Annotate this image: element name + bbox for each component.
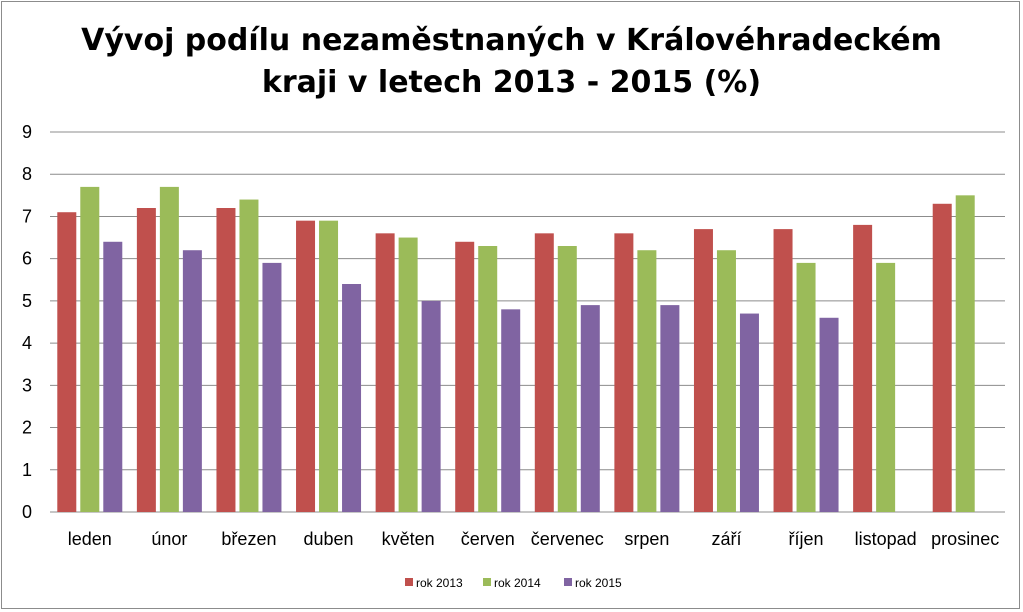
x-axis-tick-labels: leden únor březen duben květen červen červenec…	[68, 529, 999, 549]
x-tick-label: říjen	[789, 529, 824, 549]
x-tick-label: září	[711, 529, 741, 549]
bar-rok-2014-březen	[239, 199, 259, 513]
y-tick-label: 2	[22, 418, 32, 438]
bar-rok-2015-leden	[103, 241, 123, 512]
bar-rok-2014-říjen	[796, 262, 816, 512]
y-tick-label: 8	[22, 164, 32, 184]
legend-label: rok 2014	[494, 576, 541, 590]
bar-rok-2015-říjen	[819, 317, 839, 512]
bar-rok-2013-únor	[136, 208, 156, 512]
bar-rok-2013-listopad	[853, 224, 873, 512]
x-tick-label: červen	[461, 529, 515, 549]
y-tick-label: 4	[22, 333, 32, 353]
bar-rok-2013-květen	[375, 233, 395, 513]
y-tick-label: 9	[22, 122, 32, 142]
bar-rok-2014-srpen	[637, 250, 657, 512]
bar-rok-2014-únor	[159, 186, 179, 512]
y-tick-label: 5	[22, 291, 32, 311]
bar-rok-2014-duben	[319, 220, 339, 512]
legend-label: rok 2015	[575, 576, 622, 590]
bar-rok-2013-říjen	[773, 229, 793, 512]
bar-rok-2014-květen	[398, 237, 418, 513]
bar-rok-2015-srpen	[660, 305, 680, 512]
gridlines	[50, 131, 1005, 513]
x-tick-label: listopad	[855, 529, 917, 549]
bar-rok-2013-duben	[296, 220, 316, 512]
bar-rok-2014-leden	[80, 186, 100, 512]
bar-rok-2013-leden	[57, 212, 77, 512]
chart-title: Vývoj podílu nezaměstnaných v Královéhra…	[0, 20, 1023, 104]
bar-rok-2015-červen	[501, 309, 521, 512]
legend: rok 2013 rok 2014 rok 2015	[405, 576, 622, 590]
chart-title-line-1: Vývoj podílu nezaměstnaných v Královéhra…	[81, 23, 942, 58]
bar-rok-2014-listopad	[876, 262, 896, 512]
bar-rok-2014-červen	[478, 246, 498, 512]
y-tick-label: 3	[22, 375, 32, 395]
y-tick-label: 1	[22, 460, 32, 480]
x-tick-label: srpen	[624, 529, 669, 549]
bar-rok-2015-duben	[342, 284, 362, 512]
bar-rok-2013-prosinec	[932, 203, 952, 512]
legend-label: rok 2013	[416, 576, 463, 590]
bar-rok-2015-březen	[262, 262, 282, 512]
bar-rok-2014-prosinec	[955, 195, 975, 513]
chart-title-line-2: kraji v letech 2013 - 2015 (%)	[261, 65, 762, 100]
y-axis-tick-labels: 0 1 2 3 4 5 6 7 8 9	[22, 122, 32, 522]
bar-rok-2013-září	[693, 229, 713, 512]
bars	[57, 186, 975, 513]
x-tick-label: prosinec	[931, 529, 999, 549]
bar-rok-2015-únor	[182, 250, 202, 512]
bar-rok-2013-červenec	[534, 233, 554, 513]
legend-swatch	[405, 578, 413, 586]
legend-swatch	[564, 578, 572, 586]
y-tick-label: 6	[22, 249, 32, 269]
bar-rok-2014-červenec	[557, 246, 577, 512]
bar-rok-2015-září	[739, 313, 759, 512]
x-tick-label: červenec	[531, 529, 604, 549]
bar-rok-2015-červenec	[580, 305, 600, 512]
x-tick-label: únor	[151, 529, 187, 549]
legend-swatch	[483, 578, 491, 586]
y-tick-label: 0	[22, 502, 32, 522]
bar-rok-2015-květen	[421, 300, 441, 512]
bar-rok-2013-srpen	[614, 233, 634, 513]
x-tick-label: květen	[382, 529, 435, 549]
bar-rok-2013-červen	[455, 241, 475, 512]
x-tick-label: leden	[68, 529, 112, 549]
x-tick-label: březen	[221, 529, 276, 549]
x-tick-label: duben	[304, 529, 354, 549]
bar-rok-2014-září	[716, 250, 736, 512]
y-tick-label: 7	[22, 206, 32, 226]
bar-rok-2013-březen	[216, 208, 236, 512]
